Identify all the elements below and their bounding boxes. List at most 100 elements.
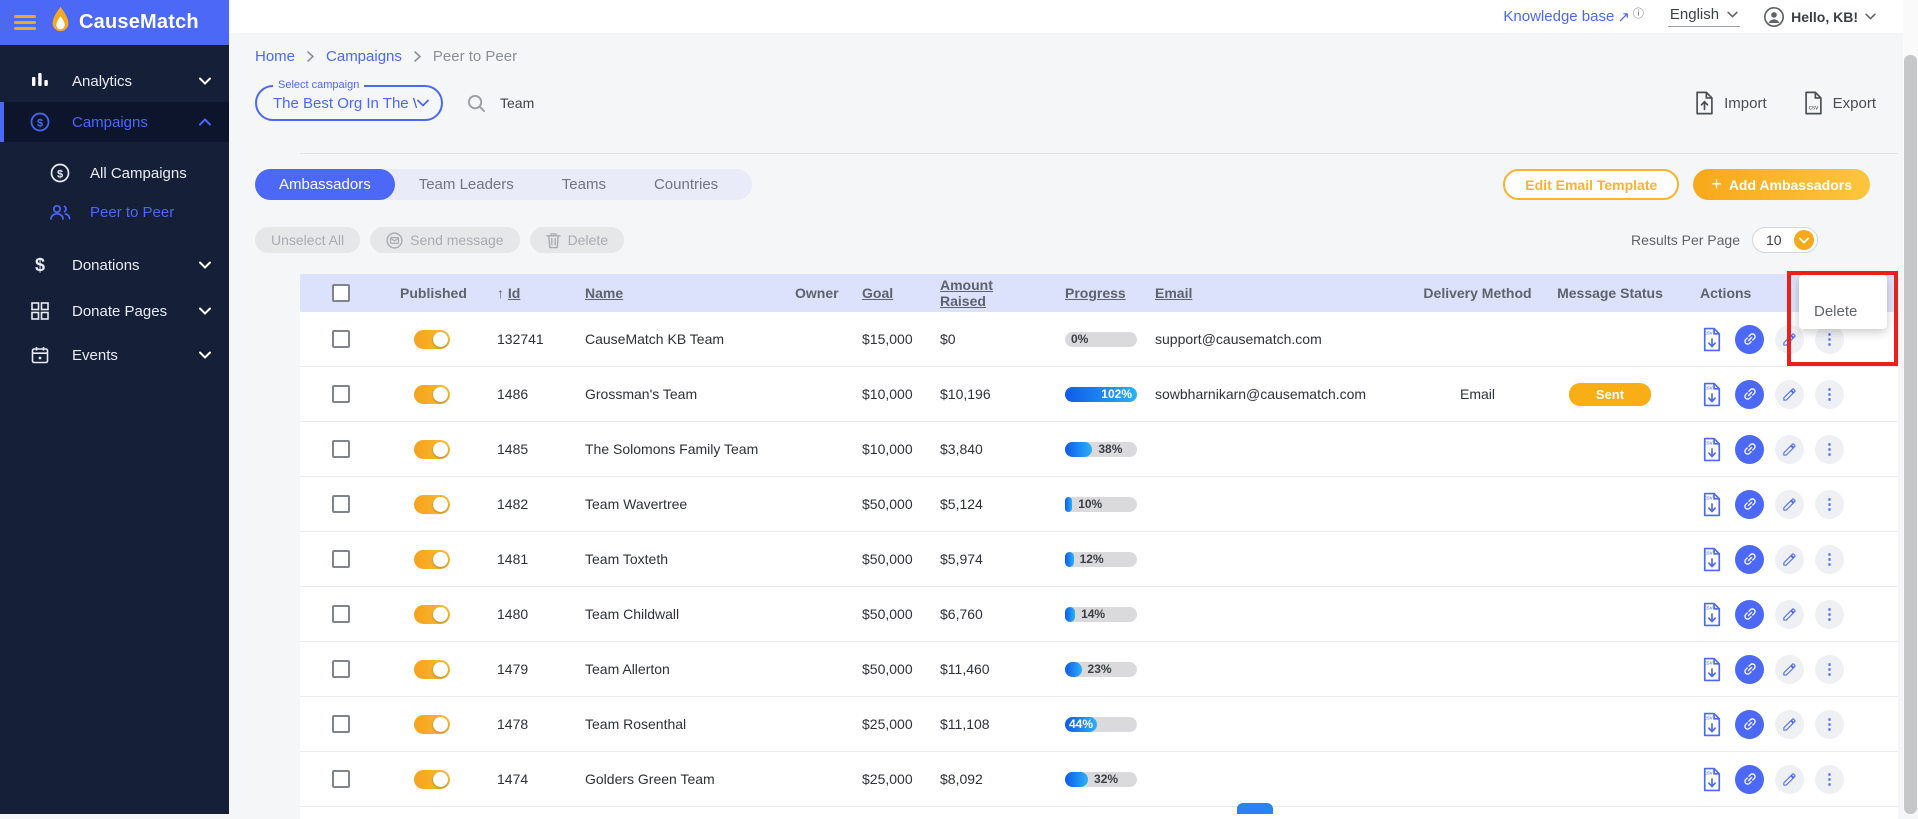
- breadcrumb-campaigns[interactable]: Campaigns: [326, 48, 402, 65]
- progress-bar: 23%: [1065, 661, 1137, 677]
- chevron-right-icon: [414, 51, 421, 62]
- context-menu-delete[interactable]: Delete: [1814, 303, 1858, 320]
- column-header-id[interactable]: ↑ Id: [497, 285, 521, 301]
- copy-link-button[interactable]: [1735, 544, 1764, 574]
- user-menu[interactable]: Hello, KB!: [1764, 6, 1876, 27]
- more-actions-button[interactable]: ⋮: [1815, 379, 1844, 409]
- row-checkbox[interactable]: [332, 440, 350, 458]
- sidebar-item-campaigns[interactable]: $ Campaigns: [0, 102, 229, 142]
- edit-button[interactable]: [1775, 764, 1804, 794]
- sidebar-item-peer-to-peer[interactable]: Peer to Peer: [0, 193, 229, 231]
- edit-button[interactable]: [1775, 489, 1804, 519]
- published-toggle[interactable]: [414, 439, 450, 459]
- export-button[interactable]: csv Export: [1803, 91, 1876, 115]
- column-header-amount-raised[interactable]: Amount Raised: [940, 277, 993, 309]
- download-csv-button[interactable]: csv: [1700, 546, 1724, 573]
- send-message-icon: [386, 231, 403, 249]
- row-name: Team Toxteth: [585, 551, 669, 567]
- download-csv-button[interactable]: csv: [1700, 491, 1724, 518]
- copy-link-button[interactable]: [1735, 379, 1764, 409]
- edit-email-template-button[interactable]: Edit Email Template: [1503, 169, 1680, 200]
- more-actions-button[interactable]: ⋮: [1815, 489, 1844, 519]
- row-checkbox[interactable]: [332, 330, 350, 348]
- copy-link-button[interactable]: [1735, 434, 1764, 464]
- published-toggle[interactable]: [414, 714, 450, 734]
- download-csv-button[interactable]: csv: [1700, 766, 1724, 793]
- search-input[interactable]: Team: [467, 94, 534, 113]
- edit-button[interactable]: [1775, 654, 1804, 684]
- svg-text:csv: csv: [1704, 495, 1713, 501]
- scrollbar-thumb[interactable]: [1904, 55, 1917, 814]
- row-checkbox[interactable]: [332, 550, 350, 568]
- column-header-name[interactable]: Name: [585, 285, 624, 301]
- copy-link-button[interactable]: [1735, 709, 1764, 739]
- knowledge-base-link[interactable]: Knowledge base ↗ ⓘ: [1503, 8, 1644, 26]
- more-actions-button[interactable]: ⋮: [1815, 599, 1844, 629]
- row-checkbox[interactable]: [332, 715, 350, 733]
- tab-ambassadors[interactable]: Ambassadors: [255, 169, 395, 200]
- select-all-checkbox[interactable]: [332, 284, 350, 302]
- published-toggle[interactable]: [414, 769, 450, 789]
- published-toggle[interactable]: [414, 659, 450, 679]
- tab-countries[interactable]: Countries: [653, 176, 719, 193]
- progress-label: 38%: [1098, 441, 1123, 456]
- published-toggle[interactable]: [414, 549, 450, 569]
- row-checkbox[interactable]: [332, 385, 350, 403]
- copy-link-button[interactable]: [1735, 764, 1764, 794]
- row-amount-raised: $11,108: [940, 716, 990, 732]
- tab-team-leaders[interactable]: Team Leaders: [418, 176, 514, 193]
- hamburger-menu-icon[interactable]: [14, 15, 36, 30]
- campaign-select[interactable]: Select campaign The Best Org In The W...: [255, 79, 443, 121]
- published-toggle[interactable]: [414, 494, 450, 514]
- more-actions-button[interactable]: ⋮: [1815, 709, 1844, 739]
- sidebar-item-donate-pages[interactable]: Donate Pages: [0, 291, 229, 331]
- edit-button[interactable]: [1775, 434, 1804, 464]
- download-csv-button[interactable]: csv: [1700, 601, 1724, 628]
- more-actions-button[interactable]: ⋮: [1815, 544, 1844, 574]
- more-actions-button[interactable]: ⋮: [1815, 434, 1844, 464]
- column-header-goal[interactable]: Goal: [862, 285, 894, 301]
- language-select[interactable]: English: [1667, 6, 1741, 27]
- copy-link-button[interactable]: [1735, 654, 1764, 684]
- chevron-down-icon: [1794, 230, 1814, 250]
- import-button[interactable]: Import: [1694, 91, 1767, 115]
- sidebar-item-analytics[interactable]: Analytics: [0, 61, 229, 101]
- download-csv-button[interactable]: csv: [1700, 436, 1724, 463]
- edit-button[interactable]: [1775, 599, 1804, 629]
- sidebar-item-events[interactable]: Events: [0, 335, 229, 375]
- unselect-all-button[interactable]: Unselect All: [255, 227, 361, 253]
- published-toggle[interactable]: [414, 604, 450, 624]
- send-message-button[interactable]: Send message: [370, 227, 520, 253]
- sidebar-item-donations[interactable]: $ Donations: [0, 245, 229, 285]
- download-csv-button[interactable]: csv: [1700, 326, 1724, 353]
- column-header-email[interactable]: Email: [1155, 285, 1193, 301]
- edit-button[interactable]: [1775, 324, 1804, 354]
- pencil-icon: [1783, 497, 1796, 511]
- download-csv-button[interactable]: csv: [1700, 656, 1724, 683]
- row-checkbox[interactable]: [332, 605, 350, 623]
- sidebar-item-all-campaigns[interactable]: $ All Campaigns: [0, 154, 229, 192]
- copy-link-button[interactable]: [1735, 324, 1764, 354]
- add-ambassadors-button[interactable]: + Add Ambassadors: [1693, 169, 1870, 200]
- more-actions-button[interactable]: ⋮: [1815, 764, 1844, 794]
- edit-button[interactable]: [1775, 709, 1804, 739]
- svg-text:csv: csv: [1704, 440, 1713, 446]
- row-checkbox[interactable]: [332, 770, 350, 788]
- published-toggle[interactable]: [414, 384, 450, 404]
- column-header-progress[interactable]: Progress: [1065, 285, 1126, 301]
- results-per-page-select[interactable]: 10: [1752, 227, 1818, 253]
- edit-button[interactable]: [1775, 544, 1804, 574]
- copy-link-button[interactable]: [1735, 489, 1764, 519]
- published-toggle[interactable]: [414, 329, 450, 349]
- breadcrumb-home[interactable]: Home: [255, 48, 296, 65]
- delete-button[interactable]: Delete: [529, 227, 625, 253]
- download-csv-button[interactable]: csv: [1700, 711, 1724, 738]
- tab-teams[interactable]: Teams: [561, 176, 606, 193]
- row-checkbox[interactable]: [332, 660, 350, 678]
- edit-button[interactable]: [1775, 379, 1804, 409]
- more-actions-button[interactable]: ⋮: [1815, 324, 1844, 354]
- more-actions-button[interactable]: ⋮: [1815, 654, 1844, 684]
- row-checkbox[interactable]: [332, 495, 350, 513]
- download-csv-button[interactable]: csv: [1700, 381, 1724, 408]
- copy-link-button[interactable]: [1735, 599, 1764, 629]
